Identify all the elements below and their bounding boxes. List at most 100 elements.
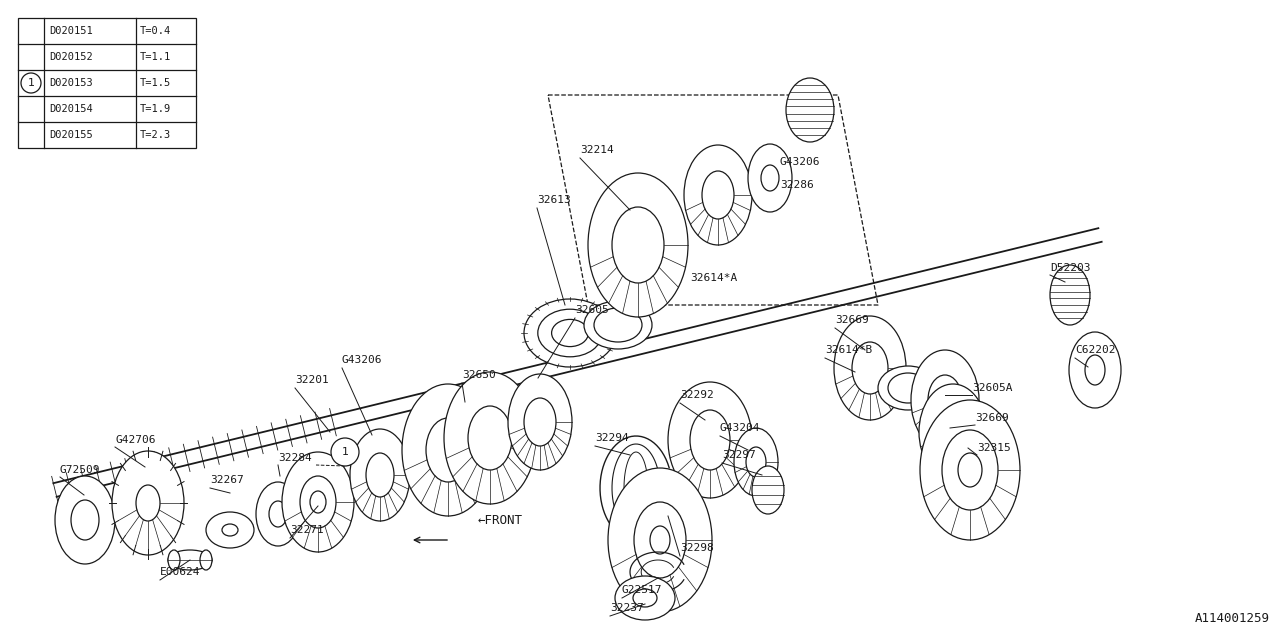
Text: 32214: 32214 [580, 145, 613, 155]
Ellipse shape [684, 145, 753, 245]
Ellipse shape [168, 550, 212, 570]
Text: 32298: 32298 [680, 543, 714, 553]
Text: 32605A: 32605A [972, 383, 1012, 393]
Ellipse shape [524, 398, 556, 446]
Ellipse shape [426, 418, 470, 482]
Text: G42706: G42706 [115, 435, 155, 445]
Ellipse shape [366, 453, 394, 497]
Ellipse shape [835, 316, 906, 420]
Text: T=2.3: T=2.3 [140, 130, 172, 140]
Text: G43206: G43206 [342, 355, 383, 365]
Ellipse shape [552, 319, 589, 347]
Text: E00624: E00624 [160, 567, 201, 577]
Ellipse shape [300, 476, 335, 528]
Ellipse shape [594, 308, 643, 342]
Text: 1: 1 [27, 78, 35, 88]
Ellipse shape [937, 408, 969, 456]
Text: 32614*A: 32614*A [690, 273, 737, 283]
Ellipse shape [269, 501, 287, 527]
Ellipse shape [136, 485, 160, 521]
Ellipse shape [282, 452, 355, 552]
Text: 32315: 32315 [977, 443, 1011, 453]
Text: C62202: C62202 [1075, 345, 1115, 355]
Ellipse shape [200, 550, 212, 570]
Text: 1: 1 [342, 447, 348, 457]
Ellipse shape [614, 576, 675, 620]
Ellipse shape [668, 382, 753, 498]
Ellipse shape [584, 301, 652, 349]
Ellipse shape [310, 491, 326, 513]
Ellipse shape [888, 373, 928, 403]
Ellipse shape [444, 372, 536, 504]
Text: T=1.1: T=1.1 [140, 52, 172, 62]
Text: 32267: 32267 [210, 475, 243, 485]
Ellipse shape [113, 451, 184, 555]
Ellipse shape [1069, 332, 1121, 408]
Text: D52203: D52203 [1050, 263, 1091, 273]
Bar [18, 18, 196, 148]
Text: D020154: D020154 [49, 104, 92, 114]
Text: 32294: 32294 [595, 433, 628, 443]
Ellipse shape [612, 207, 664, 283]
Text: G72509: G72509 [60, 465, 101, 475]
Ellipse shape [402, 384, 494, 516]
Text: 32237: 32237 [611, 603, 644, 613]
Text: 32614*B: 32614*B [826, 345, 872, 355]
Text: G43204: G43204 [719, 423, 760, 433]
Text: T=1.9: T=1.9 [140, 104, 172, 114]
Ellipse shape [55, 476, 115, 564]
Ellipse shape [221, 524, 238, 536]
Text: 32201: 32201 [294, 375, 329, 385]
Ellipse shape [349, 429, 410, 521]
Ellipse shape [1050, 265, 1091, 325]
Ellipse shape [919, 384, 987, 480]
Text: 32284: 32284 [278, 453, 312, 463]
Ellipse shape [468, 406, 512, 470]
Ellipse shape [206, 512, 253, 548]
Ellipse shape [733, 428, 778, 496]
Circle shape [332, 438, 358, 466]
Text: G22517: G22517 [622, 585, 663, 595]
Text: T=0.4: T=0.4 [140, 26, 172, 36]
Ellipse shape [762, 165, 780, 191]
Ellipse shape [256, 482, 300, 546]
Ellipse shape [852, 342, 888, 394]
Text: T=1.5: T=1.5 [140, 78, 172, 88]
Ellipse shape [746, 447, 765, 477]
Ellipse shape [588, 173, 689, 317]
Ellipse shape [878, 366, 938, 410]
Text: D020155: D020155 [49, 130, 92, 140]
Text: 32292: 32292 [680, 390, 714, 400]
Ellipse shape [508, 374, 572, 470]
Ellipse shape [524, 299, 616, 367]
Ellipse shape [701, 171, 733, 219]
Text: 32605: 32605 [575, 305, 609, 315]
Text: 32271: 32271 [291, 525, 324, 535]
Ellipse shape [1085, 355, 1105, 385]
Text: 32669: 32669 [975, 413, 1009, 423]
Text: 32650: 32650 [462, 370, 495, 380]
Text: D020153: D020153 [49, 78, 92, 88]
Ellipse shape [650, 526, 669, 554]
Ellipse shape [70, 500, 99, 540]
Text: 32613: 32613 [538, 195, 571, 205]
Text: ←FRONT: ←FRONT [477, 513, 524, 527]
Ellipse shape [634, 502, 686, 578]
Text: 32297: 32297 [722, 450, 755, 460]
Ellipse shape [538, 309, 602, 357]
Ellipse shape [942, 430, 998, 510]
Ellipse shape [168, 550, 180, 570]
Ellipse shape [634, 589, 657, 607]
Text: D020152: D020152 [49, 52, 92, 62]
Ellipse shape [911, 350, 979, 450]
Ellipse shape [748, 144, 792, 212]
Ellipse shape [786, 78, 835, 142]
Text: G43206: G43206 [780, 157, 820, 167]
Text: 32286: 32286 [780, 180, 814, 190]
Text: D020151: D020151 [49, 26, 92, 36]
Ellipse shape [957, 453, 982, 487]
Ellipse shape [690, 410, 730, 470]
Ellipse shape [920, 400, 1020, 540]
Text: 32669: 32669 [835, 315, 869, 325]
Ellipse shape [753, 466, 783, 514]
